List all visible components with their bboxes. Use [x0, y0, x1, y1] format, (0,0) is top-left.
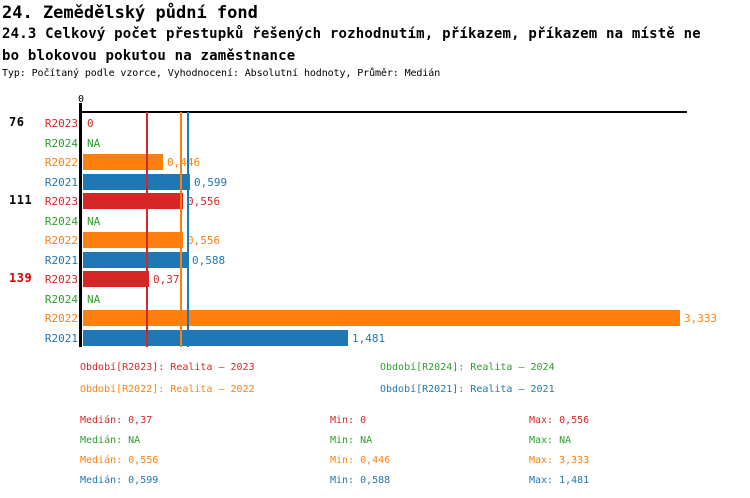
bar-row: R2021 0,588	[0, 250, 750, 270]
stat-max-r2021: Max: 1,481	[529, 475, 590, 486]
series-row-label: R2024	[44, 136, 78, 150]
legend-item-r2024: Období[R2024]: Realita – 2024	[380, 362, 555, 373]
stat-max-r2024: Max: NA	[529, 435, 572, 446]
bar-value-label: 0,556	[187, 234, 221, 247]
bar-value-label: 0,599	[194, 175, 228, 189]
bar-value-label: 0	[87, 117, 94, 130]
series-row-label: R2023	[44, 273, 78, 286]
page-title: 24. Zemědělský půdní fond	[2, 3, 258, 23]
legend-item-r2021: Období[R2021]: Realita – 2021	[380, 384, 555, 395]
bar	[83, 310, 680, 326]
stat-median-r2024: Medián: NA	[80, 435, 141, 446]
stat-median-r2023: Medián: 0,37	[80, 415, 153, 426]
chart-subtitle-2: bo blokovou pokutou na zaměstnance	[2, 48, 296, 64]
stat-max-r2023: Max: 0,556	[529, 415, 590, 426]
bar-value-label: NA	[87, 214, 101, 228]
bar-row: R2022 0,446	[0, 152, 750, 172]
bar-value-label: 3,333	[684, 312, 718, 325]
bar-value-label: NA	[87, 292, 101, 306]
bar	[83, 193, 183, 209]
bar	[83, 232, 183, 248]
series-row-label: R2021	[44, 331, 78, 345]
bar-row: R2024 NA	[0, 133, 750, 153]
series-row-label: R2024	[44, 214, 78, 228]
stat-min-r2024: Min: NA	[330, 435, 373, 446]
bar-value-label: 0,37	[153, 273, 180, 286]
bar-row: R2021 0,599	[0, 172, 750, 192]
series-row-label: R2022	[44, 312, 78, 325]
bar-value-label: 0,588	[192, 253, 226, 267]
stat-min-r2021: Min: 0,588	[330, 475, 391, 486]
bar	[83, 154, 163, 170]
series-row-label: R2022	[44, 234, 78, 247]
series-row-label: R2021	[44, 175, 78, 189]
stat-median-r2021: Medián: 0,599	[80, 475, 159, 486]
chart-subtitle-1: 24.3 Celkový počet přestupků řešených ro…	[2, 26, 701, 42]
median-line-r2023	[146, 112, 149, 347]
stat-median-r2022: Medián: 0,556	[80, 455, 159, 466]
bar-row: R2022 0,556	[0, 230, 750, 250]
series-row-label: R2024	[44, 292, 78, 306]
axis-tick-zero-label: 0	[77, 94, 85, 105]
group-label: 111	[9, 193, 33, 207]
bar-row: R2021 1,481	[0, 328, 750, 348]
legend-item-r2023: Období[R2023]: Realita – 2023	[80, 362, 255, 373]
group-label: 139	[9, 271, 33, 285]
x-axis-line	[79, 111, 687, 113]
series-row-label: R2021	[44, 253, 78, 267]
series-row-label: R2023	[44, 117, 78, 130]
bar-row: 111 R2023 0,556	[0, 191, 750, 211]
series-row-label: R2022	[44, 156, 78, 169]
stat-min-r2023: Min: 0	[330, 415, 367, 426]
y-axis-line	[79, 103, 82, 347]
stat-min-r2022: Min: 0,446	[330, 455, 391, 466]
bar	[83, 173, 190, 190]
bar-row: R2022 3,333	[0, 308, 750, 328]
bar	[83, 251, 188, 268]
series-row-label: R2023	[44, 195, 78, 208]
bar-value-label: NA	[87, 136, 101, 150]
bar-row: 76 R2023 0	[0, 113, 750, 133]
chart-meta-line: Typ: Počítaný podle vzorce, Vyhodnocení:…	[2, 68, 441, 79]
bar-value-label: 0,556	[187, 195, 221, 208]
bar	[83, 329, 348, 346]
group-label: 76	[9, 115, 25, 129]
bar-row: R2024 NA	[0, 211, 750, 231]
median-line-r2022	[179, 112, 182, 347]
bar-value-label: 1,481	[352, 331, 386, 345]
legend-item-r2022: Období[R2022]: Realita – 2022	[80, 384, 255, 395]
bar-row: 139 R2023 0,37	[0, 269, 750, 289]
bar-value-label: 0,446	[167, 156, 201, 169]
bar-row: R2024 NA	[0, 289, 750, 309]
median-line-r2021	[187, 112, 190, 347]
bar	[83, 271, 149, 287]
stat-max-r2022: Max: 3,333	[529, 455, 590, 466]
